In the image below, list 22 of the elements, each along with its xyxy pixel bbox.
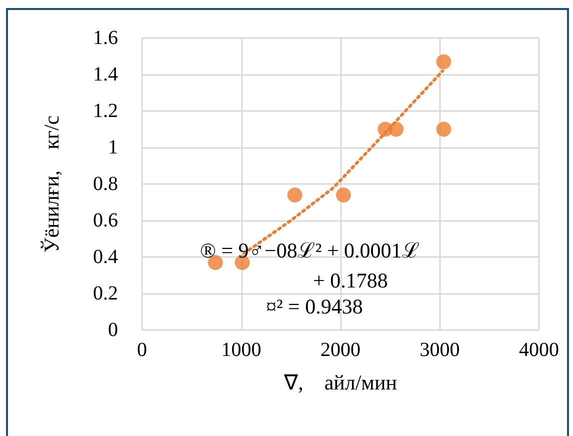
y-tick-label: 1.4 [93,64,118,86]
y-axis-title: Ўёнилғи, кг/с [40,115,64,253]
y-tick-label: 1 [108,136,118,158]
y-tick-label: 1.2 [93,100,118,122]
y-tick-label: 0 [108,319,118,341]
y-tick-label: 0.2 [93,282,118,304]
y-tick-label: 0.8 [93,173,118,195]
annotation: ¤² = 0.9438 [266,294,363,318]
point [436,54,452,70]
x-tick-label: 4000 [519,339,559,361]
point [436,122,452,137]
x-tick-label: 3000 [420,339,460,361]
point [287,187,302,202]
x-tick-label: 1000 [221,339,262,361]
y-tick-label: 1.6 [93,27,118,49]
point [336,187,351,202]
annotation: + 0.1788 [313,268,388,292]
x-axis-title: ∇, айл/мин [283,370,397,394]
y-tick-label: 0.6 [93,210,118,232]
x-tick-label: 2000 [320,339,360,361]
y-tick-label: 0.4 [93,246,118,268]
x-tick-label: 0 [137,339,147,361]
